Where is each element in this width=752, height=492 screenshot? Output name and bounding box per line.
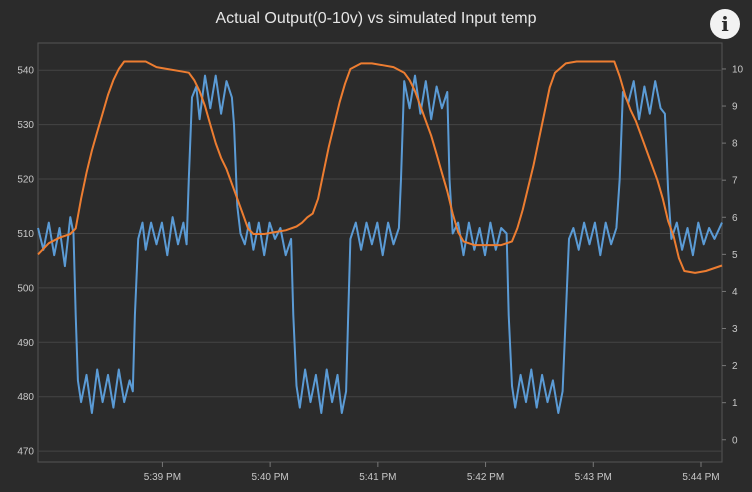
y-right-tick-label: 1 — [732, 398, 738, 409]
y-left-tick-label: 470 — [17, 447, 34, 458]
gridlines — [37, 42, 723, 463]
info-icon[interactable]: i — [710, 9, 740, 39]
axes: 470 480 490 500 510 520 530 540 0 1 2 3 4 5 6 7 8 9 10 5:39… — [17, 64, 743, 483]
y-left-tick-label: 530 — [17, 120, 34, 131]
y-left-tick-label: 520 — [17, 175, 34, 186]
y-left-tick-label: 490 — [17, 338, 34, 349]
y-right-tick-label: 9 — [732, 102, 738, 113]
series-line-output — [37, 60, 723, 274]
y-right-tick-label: 6 — [732, 213, 738, 224]
y-right-tick-label: 5 — [732, 250, 738, 261]
x-tick-label: 5:40 PM — [252, 472, 289, 483]
y-left-tick-label: 480 — [17, 392, 34, 403]
y-right-tick-label: 3 — [732, 324, 738, 335]
series-line-input — [37, 74, 723, 414]
x-tick-label: 5:42 PM — [467, 472, 504, 483]
x-tick-label: 5:43 PM — [575, 472, 612, 483]
series-layer — [37, 60, 723, 414]
x-tick-label: 5:44 PM — [682, 472, 719, 483]
y-right-tick-label: 0 — [732, 435, 738, 446]
y-right-tick-label: 7 — [732, 176, 738, 187]
x-tick-label: 5:41 PM — [359, 472, 396, 483]
y-left-tick-label: 500 — [17, 283, 34, 294]
y-right-tick-label: 10 — [732, 64, 744, 75]
x-tick-label: 5:39 PM — [144, 472, 181, 483]
chart-title: Actual Output(0-10v) vs simulated Input … — [215, 10, 537, 27]
y-right-tick-label: 2 — [732, 361, 738, 372]
plot-frame — [37, 42, 723, 463]
y-right-tick-label: 4 — [732, 287, 738, 298]
y-left-tick-label: 540 — [17, 66, 34, 77]
y-left-tick-label: 510 — [17, 229, 34, 240]
y-right-tick-label: 8 — [732, 139, 738, 150]
